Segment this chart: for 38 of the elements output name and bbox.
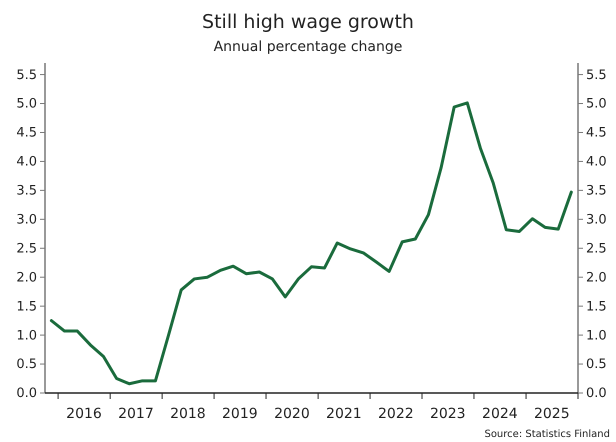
y-tick-label: 1.0 [16,328,37,344]
x-tick-label: 2016 [66,406,102,422]
y2-tick-label: 0.5 [586,357,607,372]
chart-title: Still high wage growth [202,11,414,33]
line-series [50,101,573,386]
y-tick-label: 4.5 [16,126,37,141]
x-tick-label: 2022 [378,406,414,422]
y-tick-label: 2.5 [16,241,37,256]
y-tick-label: 0.5 [16,357,37,372]
y2-tick-label: 5.5 [586,68,607,83]
x-tick-label: 2024 [482,406,518,422]
y2-tick-label: 0.0 [586,386,607,402]
y-tick-label: 5.5 [16,68,37,83]
y2-tick-label: 2.5 [586,241,607,256]
y2-tick-label: 4.0 [586,154,607,170]
y-tick-label: 0.0 [16,386,37,402]
y2-tick-label: 3.5 [586,184,607,199]
x-tick-label: 2020 [274,406,310,422]
y2-tick-label: 1.5 [586,299,607,314]
x-tick-label: 2021 [326,406,362,422]
y2-tick-label: 1.0 [586,328,607,344]
y-tick-label: 3.0 [16,212,37,228]
x-tick-label: 2023 [430,406,466,422]
y-tick-label: 2.0 [16,270,37,286]
y-tick-label: 5.0 [16,96,37,112]
y2-tick-label: 4.5 [586,126,607,141]
y2-tick-label: 2.0 [586,270,607,286]
y2-tick-label: 3.0 [586,212,607,228]
x-tick-label: 2018 [170,406,206,422]
x-tick-label: 2017 [118,406,154,422]
y-tick-label: 1.5 [16,299,37,314]
source-note: Source: Statistics Finland [484,429,610,440]
x-tick-label: 2025 [534,406,570,422]
y2-tick-label: 5.0 [586,96,607,112]
chart-subtitle: Annual percentage change [214,39,402,55]
y-tick-label: 4.0 [16,154,37,170]
y-tick-label: 3.5 [16,184,37,199]
x-tick-label: 2019 [222,406,258,422]
